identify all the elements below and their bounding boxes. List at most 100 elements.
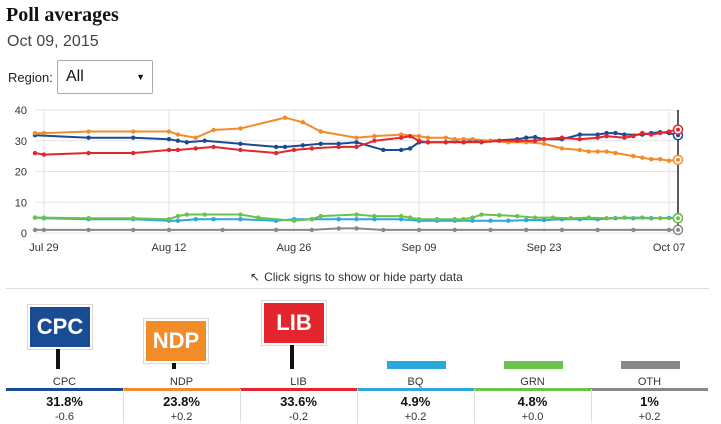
data-point-bq <box>488 218 493 223</box>
series-end-dot-lib <box>676 127 680 132</box>
data-point-lib <box>32 150 38 156</box>
data-point-grn <box>309 216 315 222</box>
data-point-cpc <box>407 146 413 151</box>
party-percentage: 33.6% <box>280 394 317 409</box>
data-point-lib <box>425 140 431 145</box>
data-point-bq <box>398 216 404 222</box>
data-point-lib <box>640 130 645 136</box>
column-divider <box>357 389 358 423</box>
series-line-bq <box>34 216 678 222</box>
party-column-ndp[interactable]: NDP NDP 23.8% +0.2 <box>123 289 240 423</box>
data-point-lib <box>175 147 181 153</box>
data-point-lib <box>595 135 600 140</box>
data-point-lib <box>166 147 172 153</box>
data-point-lib <box>631 133 636 139</box>
region-select[interactable]: All ▼ <box>57 60 153 94</box>
data-point-ndp <box>461 137 466 142</box>
party-change: +0.2 <box>170 411 193 423</box>
party-column-oth[interactable]: OTH 1% +0.2 <box>591 289 708 423</box>
data-point-lib <box>497 138 502 143</box>
data-point-ndp <box>398 132 404 137</box>
party-name: BQ <box>407 376 424 388</box>
data-point-lib <box>515 138 520 143</box>
data-point-ndp <box>586 149 591 154</box>
party-column-cpc[interactable]: CPC CPC 31.8% -0.6 <box>6 289 123 423</box>
data-point-grn <box>586 215 591 220</box>
data-point-lib <box>193 146 198 151</box>
party-name: GRN <box>520 376 545 388</box>
party-sign-ndp[interactable]: NDP <box>144 319 208 363</box>
data-point-ndp <box>604 149 609 154</box>
data-point-oth <box>452 227 457 233</box>
data-point-ndp <box>657 157 663 162</box>
region-select-value: All <box>66 68 84 85</box>
data-point-oth <box>131 227 136 233</box>
data-point-ndp <box>131 129 136 134</box>
data-point-bq <box>354 216 359 222</box>
data-point-lib <box>532 138 538 143</box>
column-divider <box>240 389 241 423</box>
badge-stem <box>290 343 294 369</box>
data-point-lib <box>443 140 449 145</box>
data-point-grn <box>238 212 243 217</box>
data-point-ndp <box>595 149 600 154</box>
party-panel: CPC CPC 31.8% -0.6 NDP NDP 23.8% +0.2 LIB LIB 33.6… <box>6 288 709 423</box>
data-point-lib <box>479 140 484 145</box>
data-point-oth <box>32 227 38 233</box>
party-change: +0.2 <box>638 411 661 423</box>
series-end-dot-oth <box>676 227 680 232</box>
party-percentage: 1% <box>640 394 659 409</box>
data-point-lib <box>649 132 654 137</box>
data-point-lib <box>622 135 627 140</box>
party-name: LIB <box>290 376 307 388</box>
data-point-cpc <box>86 135 91 140</box>
data-point-oth <box>41 227 47 233</box>
party-column-lib[interactable]: LIB LIB 33.6% -0.2 <box>240 289 357 423</box>
data-point-ndp <box>211 127 216 133</box>
badge-stem <box>172 361 176 369</box>
hint-text: ↖ Click signs to show or hide party data <box>250 270 463 284</box>
data-point-cpc <box>131 135 136 140</box>
x-tick-label: Aug 12 <box>152 242 187 254</box>
data-point-oth <box>309 227 315 233</box>
data-point-cpc <box>577 132 582 137</box>
data-point-grn <box>479 212 484 217</box>
data-point-grn <box>32 215 38 220</box>
data-point-ndp <box>666 158 672 163</box>
data-point-ndp <box>613 150 618 156</box>
data-point-ndp <box>193 135 198 140</box>
party-sign-oth[interactable] <box>621 361 680 369</box>
x-tick-label: Jul 29 <box>29 242 58 254</box>
data-point-oth <box>273 227 279 233</box>
data-point-cpc <box>166 137 172 142</box>
data-point-oth <box>354 226 359 231</box>
data-point-ndp <box>175 132 181 137</box>
data-point-cpc <box>613 130 618 136</box>
x-tick-label: Sep 23 <box>527 242 562 254</box>
party-sign-cpc[interactable]: CPC <box>28 305 92 349</box>
series-end-dot-ndp <box>676 157 680 162</box>
data-point-cpc <box>532 134 538 140</box>
cursor-icon: ↖ <box>250 270 261 284</box>
data-point-cpc <box>622 132 627 137</box>
party-sign-lib[interactable]: LIB <box>262 301 326 345</box>
data-point-bq <box>541 217 547 223</box>
data-point-ndp <box>282 115 288 120</box>
party-sign-bq[interactable] <box>387 361 446 369</box>
data-point-grn <box>41 215 47 220</box>
data-point-lib <box>407 133 413 139</box>
party-sign-grn[interactable] <box>504 361 563 369</box>
data-point-ndp <box>318 129 323 134</box>
data-point-ndp <box>166 129 172 134</box>
data-point-cpc <box>336 141 341 147</box>
data-point-cpc <box>354 140 359 145</box>
data-point-oth <box>488 227 493 233</box>
party-percentage: 23.8% <box>163 394 200 409</box>
data-point-oth <box>631 227 636 233</box>
data-point-lib <box>273 150 279 156</box>
party-column-grn[interactable]: GRN 4.8% +0.0 <box>474 289 591 423</box>
poll-line-chart: 0 10 20 30 40 Jul 29 Aug 12 Aug 26 Sep 09 Sep 23 O… <box>15 105 686 254</box>
data-point-bq <box>372 216 377 222</box>
data-point-ndp <box>300 120 306 125</box>
party-column-bq[interactable]: BQ 4.9% +0.2 <box>357 289 474 423</box>
